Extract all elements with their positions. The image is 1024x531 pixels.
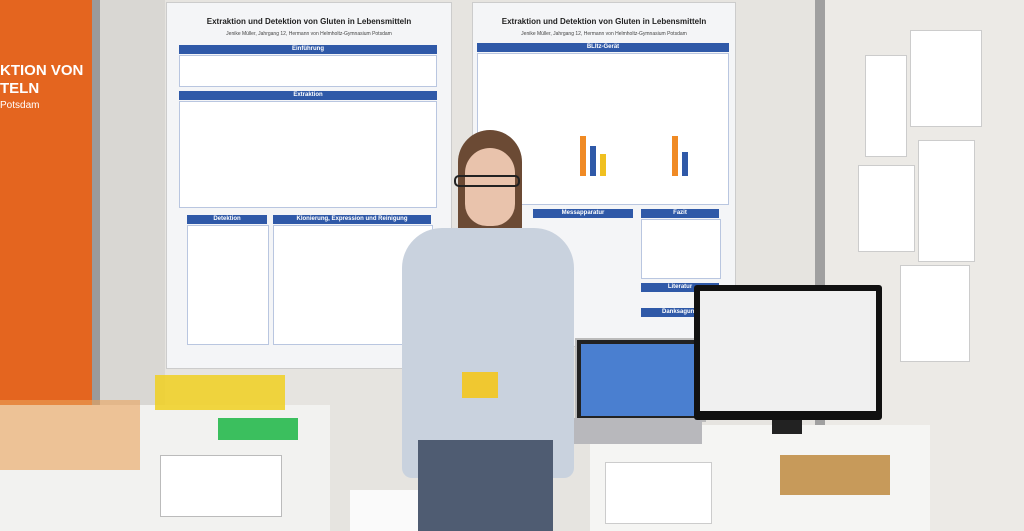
chart-bar: [580, 136, 586, 176]
shirt: [402, 228, 574, 478]
box: [350, 490, 420, 531]
banner-text: TELN: [0, 80, 40, 97]
paper: [605, 462, 712, 524]
section-header: Extraktion: [179, 91, 437, 100]
pole: [92, 0, 100, 531]
section-header: Einführung: [179, 45, 437, 54]
poster-author: Jenike Müller, Jahrgang 12, Hermann von …: [226, 31, 392, 37]
notebook: [160, 455, 282, 517]
name-badge: [462, 372, 498, 398]
banner-text: Potsdam: [0, 100, 40, 111]
section-header: Detektion: [187, 215, 267, 224]
poster-title: Extraktion und Detektion von Gluten in L…: [501, 17, 707, 26]
jeans: [418, 440, 553, 531]
chart-bar: [682, 152, 688, 176]
test-tube-rack: [155, 375, 285, 410]
monitor: [694, 285, 882, 420]
monitor-stand: [772, 420, 802, 434]
section-header: BLItz-Gerät: [477, 43, 729, 52]
chart-bar: [672, 136, 678, 176]
text-sheet: [900, 265, 970, 362]
glasses: [454, 175, 520, 187]
banner-text: KTION VON: [0, 62, 84, 79]
text-box: [179, 55, 437, 87]
lab-equipment: [0, 400, 140, 470]
poster-title: Extraktion und Detektion von Gluten in L…: [206, 17, 412, 26]
text-box: [641, 219, 721, 279]
monitor-screen: [700, 291, 876, 411]
orange-banner: KTION VON TELN Potsdam: [0, 0, 92, 420]
pole: [815, 0, 825, 531]
laptop-keyboard: [572, 418, 702, 444]
screen-content: [581, 344, 700, 416]
chart-bar: [590, 146, 596, 176]
photo-sheet: [865, 55, 907, 157]
poster-author: Jenike Müller, Jahrgang 12, Hermann von …: [521, 31, 687, 37]
section-header: Danksagung: [641, 308, 719, 317]
photo-sheet: [910, 30, 982, 127]
laptop-screen: [575, 338, 706, 422]
section-header: Literatur: [641, 283, 719, 292]
section-header: Fazit: [641, 209, 719, 218]
section-header: Klonierung, Expression und Reinigung: [273, 215, 431, 224]
wooden-board: [780, 455, 890, 495]
section-header: Messapparatur: [533, 209, 633, 218]
photo-sheet: [918, 140, 975, 262]
photo-sheet: [858, 165, 915, 252]
figure-box: [179, 101, 437, 208]
chart-bar: [600, 154, 606, 176]
figure-box: [187, 225, 269, 345]
rack: [218, 418, 298, 440]
face: [465, 148, 515, 226]
